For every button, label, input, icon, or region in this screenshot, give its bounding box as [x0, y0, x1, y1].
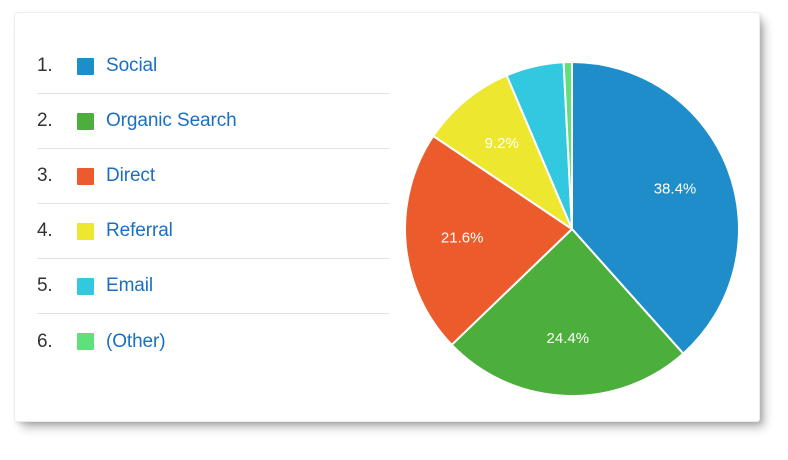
pie-chart-svg: 38.4% 24.4% 21.6% 9.2% [404, 60, 740, 397]
pie-legend-list: 1. Social 2. Organic Search 3. Direct 4. Referr… [37, 39, 389, 369]
legend-rank: 5. [37, 275, 53, 296]
color-swatch-icon [77, 112, 94, 130]
pie-slice[interactable] [404, 135, 573, 346]
legend-rank: 6. [37, 330, 53, 352]
legend-row[interactable]: 5. Email [37, 259, 389, 314]
legend-rank: 2. [37, 110, 53, 131]
pie-slice[interactable] [562, 60, 573, 230]
legend-label[interactable]: Referral [106, 220, 173, 241]
color-swatch-icon [77, 167, 94, 185]
legend-row[interactable]: 2. Organic Search [37, 94, 389, 149]
pie-slice[interactable] [571, 61, 740, 355]
legend-row[interactable]: 3. Direct [37, 149, 389, 204]
legend-row[interactable]: 4. Referral [37, 204, 389, 259]
report-card: 1. Social 2. Organic Search 3. Direct 4. Referr… [14, 12, 760, 422]
pie-slice-value-label: 21.6% [441, 230, 484, 247]
color-swatch-icon [77, 57, 94, 75]
pie-slice-value-label: 24.4% [547, 330, 590, 347]
pie-chart: 38.4% 24.4% 21.6% 9.2% [390, 47, 754, 411]
legend-label[interactable]: (Other) [106, 330, 166, 352]
legend-label[interactable]: Direct [106, 165, 156, 186]
legend-label[interactable]: Email [106, 275, 154, 296]
legend-rank: 4. [37, 220, 53, 241]
legend-row[interactable]: 1. Social [37, 39, 389, 94]
legend-label[interactable]: Organic Search [106, 110, 237, 131]
legend-rank: 1. [37, 55, 53, 76]
pie-slice[interactable] [432, 74, 573, 230]
color-swatch-icon [77, 277, 94, 295]
color-swatch-icon [77, 333, 94, 350]
legend-label[interactable]: Social [106, 55, 158, 76]
legend-row[interactable]: 6. (Other) [37, 314, 389, 369]
legend-rank: 3. [37, 165, 53, 186]
pie-slice-value-label: 38.4% [654, 181, 697, 198]
pie-slice-value-label: 9.2% [485, 135, 519, 152]
pie-slice[interactable] [450, 228, 685, 397]
color-swatch-icon [77, 222, 94, 240]
